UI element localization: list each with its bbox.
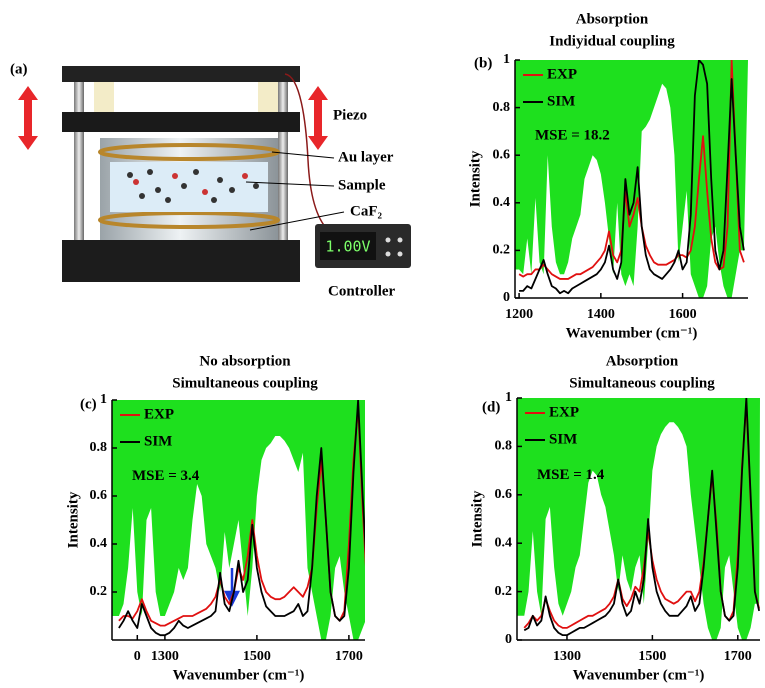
molecules xyxy=(127,169,259,203)
y-tick-label: 1 xyxy=(503,52,510,67)
spectrum-line xyxy=(118,400,365,637)
y-tick-label: 1 xyxy=(505,390,512,405)
absorption-area xyxy=(517,398,760,640)
piezo-arrow xyxy=(308,86,328,150)
x-axis-label: Wavenumber (cm⁻¹) xyxy=(573,667,705,683)
y-axis-label: Intensity xyxy=(467,150,483,207)
y-axis-label: Intensity xyxy=(65,491,81,548)
chart-panel: 0 0.2 0.4 0.6 0.8 1 1300 1500 1700 Absorption Simu… xyxy=(469,353,760,683)
absorption-area xyxy=(112,400,365,640)
x-tick-label: 1500 xyxy=(638,649,666,664)
post xyxy=(74,80,84,255)
legend-label: EXP xyxy=(144,406,174,422)
leader-line xyxy=(249,211,345,231)
chart-panel: 0 0.2 0.4 0.6 0.8 1 1200 1400 1600 Absorption Indi… xyxy=(467,11,748,341)
y-tick-label: 0 xyxy=(505,632,512,647)
y-tick-label: 0.8 xyxy=(493,100,511,115)
chart-title: Absorption xyxy=(606,353,679,369)
y-tick-label: 0.4 xyxy=(493,195,511,210)
panel-label: (b) xyxy=(474,55,492,71)
y-tick-label: 0.6 xyxy=(90,488,108,503)
legend-label: EXP xyxy=(547,66,577,82)
callout: CaF₂ xyxy=(350,203,382,219)
controller-display xyxy=(320,232,376,260)
x-tick-label: 1600 xyxy=(669,307,697,322)
x-tick-label: 1700 xyxy=(335,649,363,664)
chart-subtitle: Indiyidual coupling xyxy=(549,33,675,49)
legend-label: SIM xyxy=(549,431,577,447)
display-value: 1.00V xyxy=(325,238,370,256)
y-axis-label: Intensity xyxy=(469,490,485,547)
piezo-block xyxy=(94,80,114,112)
chart-subtitle: Simultaneous coupling xyxy=(172,375,318,391)
x-tick-label: 1500 xyxy=(243,649,271,664)
plot-area xyxy=(517,398,760,640)
y-tick-label: 0.2 xyxy=(495,584,513,599)
x-axis-label: Wavenumber (cm⁻¹) xyxy=(566,325,698,341)
x-tick-label: 1300 xyxy=(151,649,179,664)
spectrum-line xyxy=(523,398,760,637)
y-tick-label: 0.2 xyxy=(90,584,108,599)
y-tick-label: 1 xyxy=(100,392,107,407)
top-plate xyxy=(62,66,300,82)
y-tick-label: 0.4 xyxy=(495,535,513,550)
chart-subtitle: Simultaneous coupling xyxy=(569,375,715,391)
legend-label: SIM xyxy=(547,93,575,109)
base xyxy=(62,240,300,282)
piezo-block xyxy=(258,80,278,112)
au-layer xyxy=(98,143,280,161)
y-tick-label: 0.6 xyxy=(495,487,513,502)
y-tick-label: 0.8 xyxy=(495,439,513,454)
absorption-area xyxy=(515,60,748,298)
chart-panel: 0.2 0.4 0.6 0.8 1 0 1300 1500 1700 No absorption S… xyxy=(65,353,365,683)
piezo-label: Piezo xyxy=(333,107,367,123)
caf2-window xyxy=(98,211,280,229)
plot-area xyxy=(112,400,365,640)
piezo-arrow xyxy=(18,86,38,150)
spectrum-line xyxy=(518,60,745,280)
x-tick-label: 1200 xyxy=(505,307,533,322)
callout: Au layer xyxy=(338,149,394,165)
x-tick-label: 0 xyxy=(134,649,141,664)
y-tick-label: 0 xyxy=(503,290,510,305)
plot-area xyxy=(515,60,748,298)
panel-label: (a) xyxy=(10,61,28,77)
chart-title: Absorption xyxy=(576,11,649,27)
controller-label: Controller xyxy=(328,283,396,299)
spectrum-line xyxy=(519,60,745,295)
middle-plate xyxy=(62,112,300,132)
y-tick-label: 0.6 xyxy=(493,147,511,162)
post xyxy=(278,80,288,255)
y-tick-label: 0.2 xyxy=(493,243,511,258)
panel-label: (d) xyxy=(482,399,500,415)
device-diagram: (a) 1.00V Piezo Au layer Sample CaF₂ C xyxy=(10,61,411,299)
annotation: MSE = 1.4 xyxy=(537,467,605,483)
x-tick-label: 1300 xyxy=(553,649,581,664)
x-tick-label: 1700 xyxy=(724,649,752,664)
x-tick-label: 1400 xyxy=(587,307,615,322)
annotation-arrow xyxy=(223,568,241,607)
leader-line xyxy=(245,181,335,187)
legend-label: EXP xyxy=(549,404,579,420)
callout: Sample xyxy=(338,177,386,193)
chart-title: No absorption xyxy=(199,353,291,369)
annotation: MSE = 18.2 xyxy=(535,128,610,144)
legend-label: SIM xyxy=(144,433,172,449)
sample-volume xyxy=(110,162,268,212)
panel-label: (c) xyxy=(80,396,97,412)
annotation: MSE = 3.4 xyxy=(132,468,200,484)
controller-buttons xyxy=(385,237,403,257)
leader-line xyxy=(271,151,335,159)
y-tick-label: 0.8 xyxy=(90,440,108,455)
y-tick-label: 0.4 xyxy=(90,536,108,551)
x-axis-label: Wavenumber (cm⁻¹) xyxy=(173,667,305,683)
